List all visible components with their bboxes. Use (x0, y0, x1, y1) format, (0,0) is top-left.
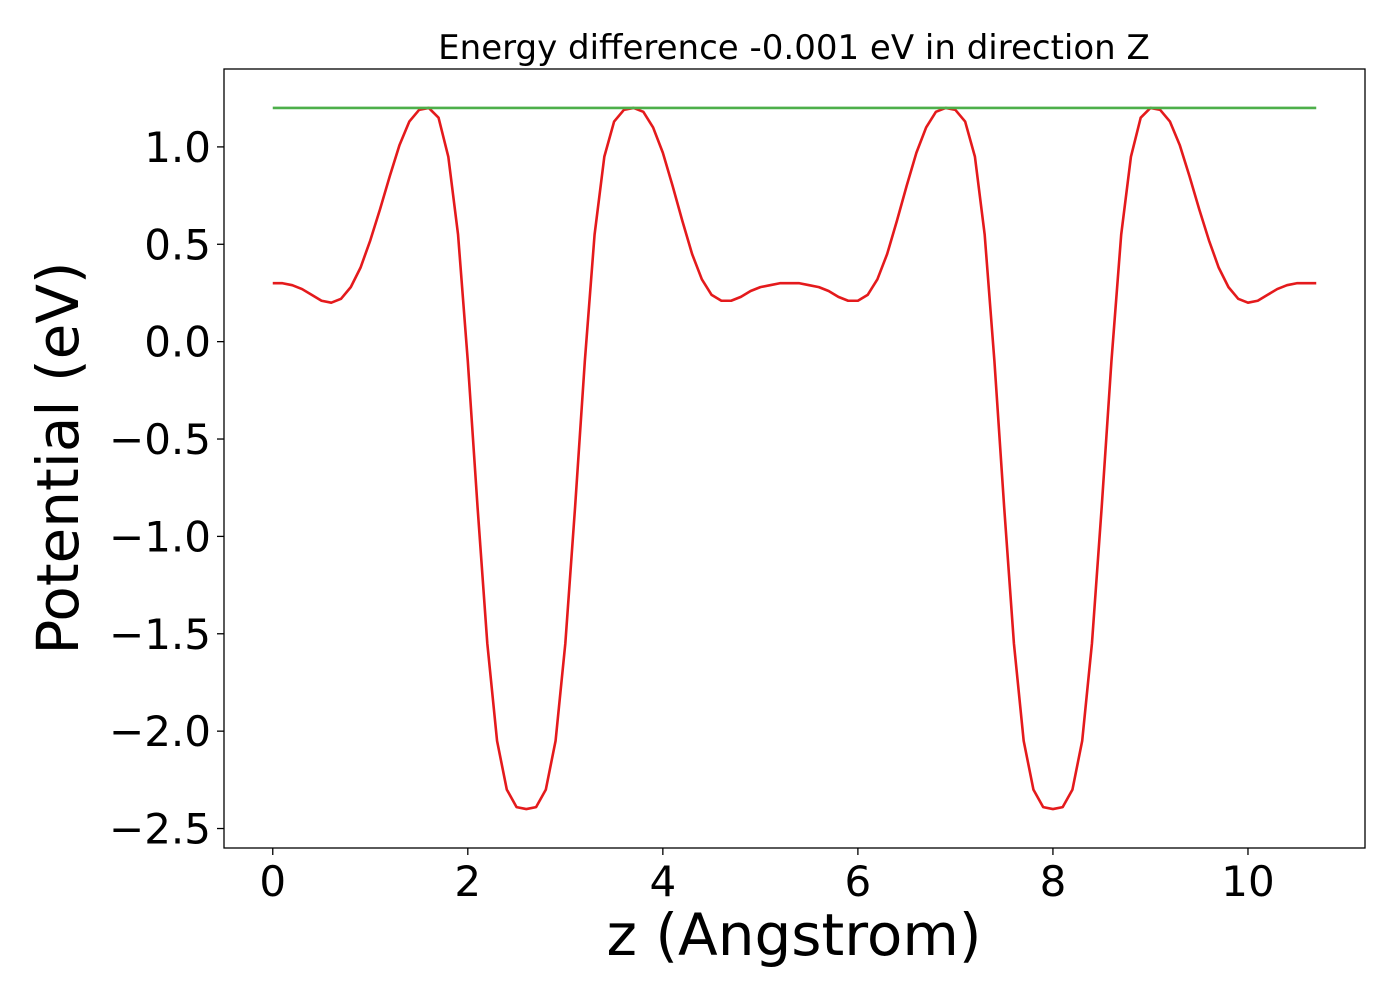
x-tick-label: 6 (845, 857, 872, 906)
y-tick-label: 1.0 (144, 123, 211, 172)
y-axis-ticks: 1.0 0.5 0.0 −0.5 −1.0 −1.5 −2.0 −2.5 (109, 123, 224, 854)
plot-frame (223, 68, 1366, 849)
x-tick-label: 4 (649, 857, 676, 906)
x-tick-label: 8 (1040, 857, 1067, 906)
y-tick-label: 0.5 (144, 220, 211, 269)
y-tick-label: 0.0 (144, 318, 211, 367)
y-tick-label: −1.5 (109, 610, 211, 659)
y-tick-label: −2.0 (109, 707, 211, 756)
x-tick-label: 0 (259, 857, 286, 906)
y-tick-label: −0.5 (109, 415, 211, 464)
y-tick-label: −1.0 (109, 512, 211, 561)
x-tick-label: 2 (454, 857, 481, 906)
x-axis-label: z (Angstrom) (607, 901, 982, 969)
series-line-1 (272, 106, 1317, 811)
x-tick-label: 10 (1221, 857, 1274, 906)
series-layer (272, 106, 1317, 811)
y-axis-label: Potential (eV) (24, 261, 92, 654)
chart-title: Energy difference -0.001 eV in direction… (438, 28, 1150, 68)
y-tick-label: −2.5 (109, 805, 211, 854)
x-axis-ticks: 0 2 4 6 8 10 (259, 848, 1275, 906)
